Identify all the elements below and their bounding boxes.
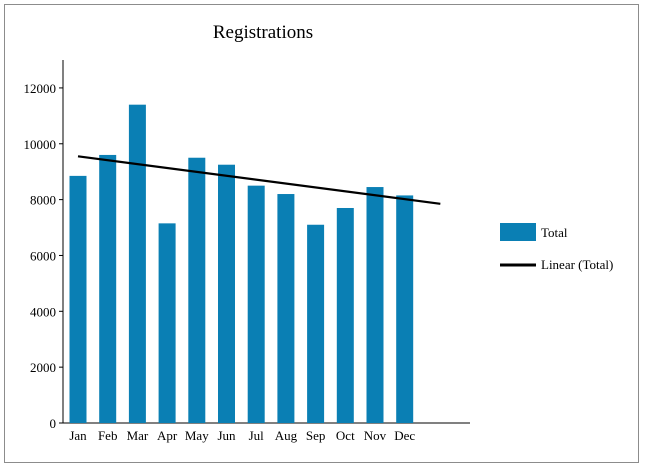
bar-apr (158, 223, 176, 423)
y-tick-label: 2000 (30, 360, 56, 375)
y-tick-label: 4000 (30, 304, 56, 319)
plot-area: 0 2000 4000 6000 8000 10000 12000 Jan Feb Mar Apr M… (24, 60, 470, 443)
x-tick-label: Dec (394, 428, 415, 443)
bar-nov (366, 187, 384, 423)
y-tick-label: 8000 (30, 193, 56, 208)
x-tick-label: Feb (98, 428, 118, 443)
chart-title: Registrations (213, 22, 313, 43)
trendline-linear-total (77, 155, 441, 205)
bar-dec (396, 195, 414, 423)
x-tick-label: Apr (157, 428, 178, 443)
y-tick-label: 0 (50, 416, 57, 431)
bar-oct (336, 207, 354, 423)
x-tick-label: Sep (306, 428, 326, 443)
bar-mar (128, 104, 146, 423)
x-tick-label: Aug (275, 428, 298, 443)
x-tick-label: Oct (336, 428, 355, 443)
x-tick-label: Jan (69, 428, 87, 443)
x-tick-label: Jun (217, 428, 236, 443)
bar-jun (218, 164, 235, 423)
bar-aug (277, 194, 295, 423)
bar-jul (247, 185, 265, 423)
bar-sep (307, 224, 325, 423)
legend-label-total: Total (541, 225, 568, 240)
bar-feb (99, 154, 117, 423)
x-tick-label: Jul (249, 428, 265, 443)
legend: Total Linear (Total) (500, 223, 613, 272)
x-tick-label: Mar (127, 428, 149, 443)
y-tick-label: 12000 (24, 81, 57, 96)
legend-label-linear-total: Linear (Total) (541, 257, 613, 272)
x-tick-label: Nov (364, 428, 387, 443)
y-tick-label: 6000 (30, 248, 56, 263)
legend-swatch-total (500, 223, 536, 241)
bar-may (188, 157, 206, 423)
x-tick-label: May (185, 428, 209, 443)
bar-jan (69, 175, 87, 423)
y-tick-label: 10000 (24, 137, 57, 152)
